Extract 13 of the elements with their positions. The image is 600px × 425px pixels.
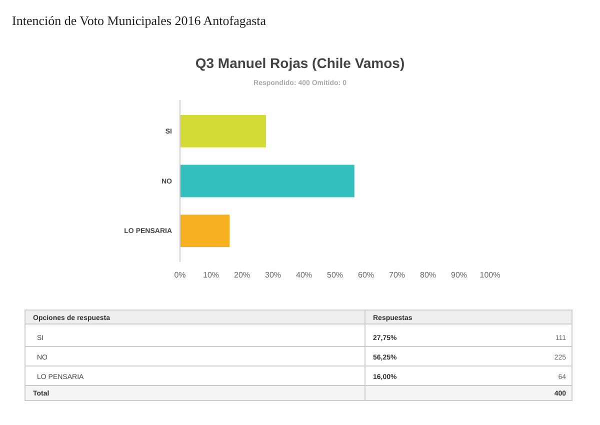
x-tick-label: 40% [296,270,312,280]
chart-title: Q3 Manuel Rojas (Chile Vamos) [195,55,405,71]
x-tick-label: 50% [326,270,344,280]
x-tick-label: 60% [358,270,374,280]
x-tick-label: 10% [202,270,220,280]
x-tick-label: 80% [420,270,436,280]
x-tick-label: 20% [234,270,250,280]
x-tick-label: 70% [388,270,406,280]
x-tick-label: 90% [450,270,468,280]
x-tick-label: 30% [264,270,282,280]
x-tick-label: 100% [480,270,500,280]
x-tick-label: 0% [174,270,186,280]
text: Intención de Voto Municipales 2016 Antofagasta [12,13,266,28]
